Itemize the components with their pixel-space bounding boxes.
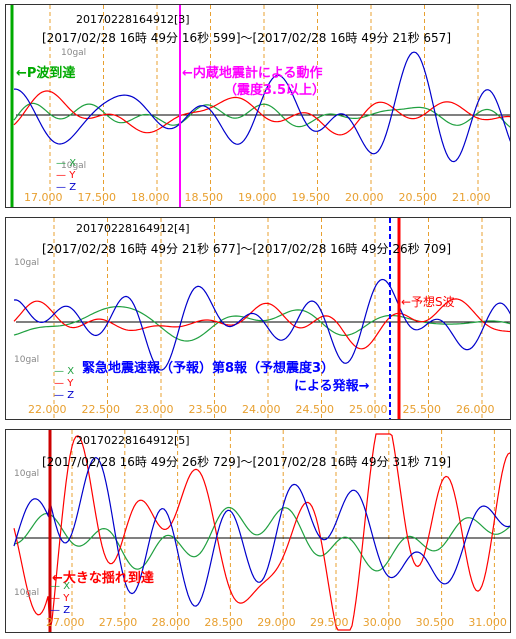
legend-x: — X	[56, 158, 76, 169]
traces	[13, 433, 510, 631]
scale-bottom-label: 10gal	[14, 355, 39, 365]
time-tick-label: 19.000	[238, 191, 277, 204]
legend-z: — Z	[54, 390, 74, 401]
time-tick-label: 20.000	[345, 191, 384, 204]
time-tick-label: 27.000	[46, 616, 85, 629]
trace-z	[13, 456, 510, 607]
waveform-chart-2: 20170228164912[4] [2017/02/28 16時 49分 21…	[13, 218, 512, 419]
waveform-panel-1: 20170228164912[3] [2017/02/28 16時 49分 16…	[5, 4, 511, 208]
time-tick-label: 31.000	[468, 616, 507, 629]
time-tick-label: 18.500	[185, 191, 224, 204]
panel-time-range: [2017/02/28 16時 49分 16秒 599]～[2017/02/28…	[42, 31, 451, 45]
time-tick-label: 29.000	[257, 616, 296, 629]
time-tick-label: 23.000	[135, 403, 174, 416]
legend-y: — Y	[50, 593, 70, 604]
time-tick-labels: 27.000 27.500 28.000 28.500 29.000 29.500 30.0…	[46, 616, 507, 629]
time-tick-label: 24.500	[296, 403, 335, 416]
time-tick-label: 28.500	[204, 616, 243, 629]
time-tick-label: 23.500	[189, 403, 228, 416]
trace-x	[13, 506, 510, 572]
time-tick-label: 26	[510, 403, 512, 416]
time-tick-label: 28.000	[152, 616, 191, 629]
time-tick-label: 17.500	[78, 191, 117, 204]
legend-y: — Y	[54, 378, 74, 389]
eew-annotation-issue: による発報→	[294, 378, 370, 394]
waveform-panel-2: 20170228164912[4] [2017/02/28 16時 49分 21…	[5, 217, 511, 420]
trace-y	[13, 298, 510, 350]
waveform-chart-1: 20170228164912[3] [2017/02/28 16時 49分 16…	[10, 5, 510, 207]
legend-z: — Z	[56, 182, 76, 193]
traces	[13, 278, 510, 371]
time-grid	[53, 218, 483, 419]
time-tick-label: 18.000	[131, 191, 170, 204]
time-tick-label: 19.500	[292, 191, 331, 204]
scale-top-label: 10gal	[14, 469, 39, 479]
time-tick-label: 17.000	[24, 191, 63, 204]
legend: — X — Y — Z	[50, 581, 70, 616]
strong-motion-annotation: ←大きな揺れ到達	[52, 570, 154, 586]
time-tick-label: 24.000	[242, 403, 281, 416]
eew-annotation: 緊急地震速報（予報）第8報（予想震度3）	[82, 360, 334, 376]
trace-z	[14, 51, 510, 163]
trigger-annotation-intensity: （震度3.5以上）	[224, 82, 325, 98]
time-tick-label: 25.500	[403, 403, 442, 416]
trace-x	[13, 306, 510, 342]
trace-z	[13, 278, 510, 371]
panel-id: 20170228164912[4]	[76, 222, 190, 235]
legend: — X — Y — Z	[54, 366, 74, 401]
time-tick-label: 21.000	[452, 191, 491, 204]
trigger-annotation: ←内蔵地震計による動作	[182, 65, 323, 81]
waveform-panel-3: 20170228164912[5] [2017/02/28 16時 49分 26…	[5, 429, 511, 633]
time-tick-label: 22.500	[82, 403, 121, 416]
panel-id: 20170228164912[5]	[76, 434, 190, 447]
time-tick-labels: 22.000 22.500 23.000 23.500 24.000 24.500 25.0…	[28, 403, 512, 416]
legend-x: — X	[54, 366, 74, 377]
time-tick-label: 30.000	[363, 616, 402, 629]
traces	[13, 51, 510, 163]
time-tick-label: 25.000	[349, 403, 388, 416]
time-tick-label: 30.500	[416, 616, 455, 629]
p-wave-annotation: ←P波到達	[16, 65, 75, 81]
expected-s-wave-annotation: ←予想S波	[401, 294, 455, 309]
trace-x	[13, 102, 510, 128]
panel-time-range: [2017/02/28 16時 49分 26秒 729]～[2017/02/28…	[42, 455, 451, 469]
time-tick-label: 27.500	[99, 616, 138, 629]
legend-z: — Z	[50, 605, 70, 616]
trace-y	[13, 433, 510, 631]
time-tick-label: 26.000	[456, 403, 495, 416]
time-tick-labels: 17.000 17.500 18.000 18.500 19.000 19.500 20.0…	[24, 191, 491, 204]
scale-bottom-label: 10gal	[61, 161, 86, 171]
panel-time-range: [2017/02/28 16時 49分 21秒 677]～[2017/02/28…	[42, 242, 451, 256]
scale-top-label: 10gal	[61, 48, 86, 58]
trace-y	[13, 90, 510, 136]
waveform-chart-3: 20170228164912[5] [2017/02/28 16時 49分 26…	[13, 430, 510, 632]
legend-x: — X	[50, 581, 70, 592]
time-tick-label: 22.000	[28, 403, 67, 416]
panel-id: 20170228164912[3]	[76, 13, 190, 26]
scale-top-label: 10gal	[14, 258, 39, 268]
legend: — X — Y — Z	[56, 158, 76, 193]
time-tick-label: 29.500	[310, 616, 349, 629]
scale-bottom-label: 10gal	[14, 588, 39, 598]
legend-y: — Y	[56, 170, 76, 181]
time-tick-label: 20.500	[399, 191, 438, 204]
